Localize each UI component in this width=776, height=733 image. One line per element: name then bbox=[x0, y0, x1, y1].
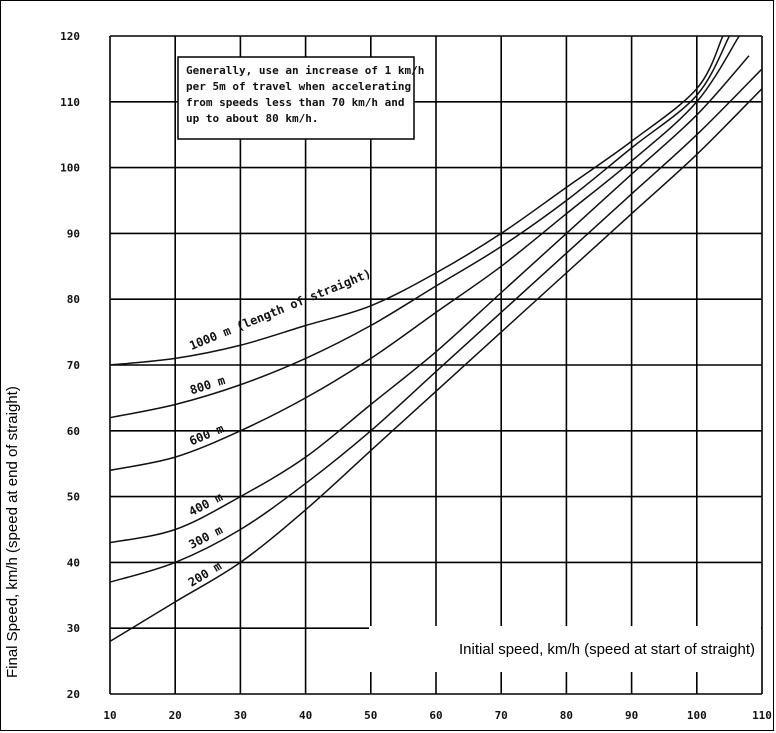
x-tick-label: 70 bbox=[495, 709, 508, 722]
note-text: Generally, use an increase of 1 km/h per … bbox=[186, 64, 424, 125]
y-tick-label: 120 bbox=[60, 30, 80, 43]
series-line bbox=[110, 88, 762, 643]
y-tick-label: 100 bbox=[60, 162, 80, 175]
x-tick-label: 110 bbox=[752, 709, 772, 722]
y-tick-label: 30 bbox=[67, 622, 80, 635]
y-tick-label: 50 bbox=[67, 491, 80, 504]
x-tick-label: 80 bbox=[560, 709, 573, 722]
series-line bbox=[110, 55, 750, 544]
series-label: 400 m bbox=[186, 490, 225, 519]
y-tick-label: 80 bbox=[67, 293, 80, 306]
x-tick-label: 20 bbox=[169, 709, 182, 722]
series-line bbox=[110, 68, 762, 583]
series-line bbox=[110, 36, 731, 419]
y-tick-label: 70 bbox=[67, 359, 80, 372]
series-line bbox=[110, 36, 740, 472]
xlabel-background bbox=[369, 626, 761, 672]
y-tick-label: 110 bbox=[60, 96, 80, 109]
note-box-border bbox=[177, 56, 415, 140]
y-axis-title: Final Speed, km/h (speed at end of strai… bbox=[4, 386, 21, 678]
y-tick-label: 20 bbox=[67, 688, 80, 701]
x-tick-label: 60 bbox=[429, 709, 442, 722]
x-axis-title: Initial speed, km/h (speed at start of s… bbox=[459, 641, 755, 658]
curves bbox=[110, 36, 762, 643]
series-line bbox=[110, 36, 724, 366]
x-tick-label: 100 bbox=[687, 709, 707, 722]
note-line: Generally, use an increase of 1 km/h bbox=[186, 64, 424, 77]
y-tick-label: 40 bbox=[67, 556, 80, 569]
x-tick-label: 10 bbox=[103, 709, 116, 722]
series-label: 800 m bbox=[188, 373, 227, 397]
note-box: Generally, use an increase of 1 km/h per … bbox=[177, 56, 424, 140]
x-tick-label: 90 bbox=[625, 709, 638, 722]
x-tick-label: 40 bbox=[299, 709, 312, 722]
y-tick-label: 60 bbox=[67, 425, 80, 438]
note-line: from speeds less than 70 km/h and bbox=[186, 96, 405, 109]
note-line: per 5m of travel when accelerating bbox=[186, 80, 411, 93]
series-label: 300 m bbox=[186, 523, 225, 552]
x-tick-label: 50 bbox=[364, 709, 377, 722]
series-label: 600 m bbox=[187, 421, 226, 448]
note-line: up to about 80 km/h. bbox=[186, 112, 318, 125]
y-tick-label: 90 bbox=[67, 227, 80, 240]
tick-labels: 10 20 30 40 50 60 70 80 90 100 110 20 30 40 50 60 70 80 90… bbox=[60, 30, 772, 722]
x-tick-label: 30 bbox=[234, 709, 247, 722]
